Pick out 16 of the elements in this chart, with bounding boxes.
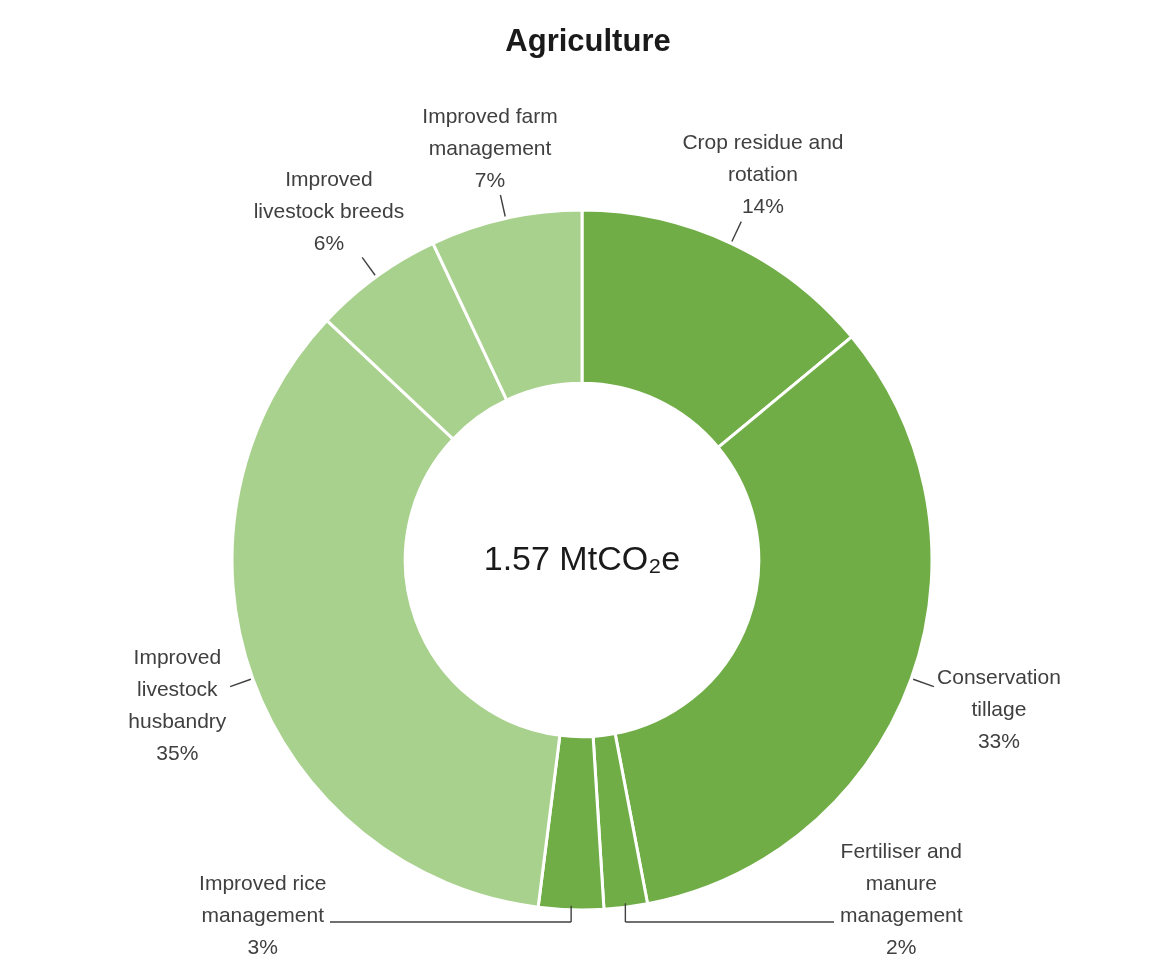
text: 1.57 MtCO₂e [483,539,681,577]
data-label: 7% [474,167,506,191]
data-label: 35% [156,740,199,764]
data-label: 2% [886,935,917,958]
data-label: 6% [313,230,345,254]
slice-label: Conservation tillage [937,665,1061,721]
data-label: 14% [741,194,784,218]
slice-label: Crop residue and rotation [682,130,844,186]
data-label: 33% [977,729,1020,753]
slice-label: Improved livestock breeds [253,166,405,222]
chart-title: Agriculture [505,23,671,58]
data-label: 3% [247,935,278,958]
slice-label: Improved farm management [422,103,558,159]
slice-label: Improved livestock husbandry [128,644,227,732]
slice-label: Improved rice management [199,871,327,926]
slice-label: Fertiliser and manure management [839,839,963,926]
